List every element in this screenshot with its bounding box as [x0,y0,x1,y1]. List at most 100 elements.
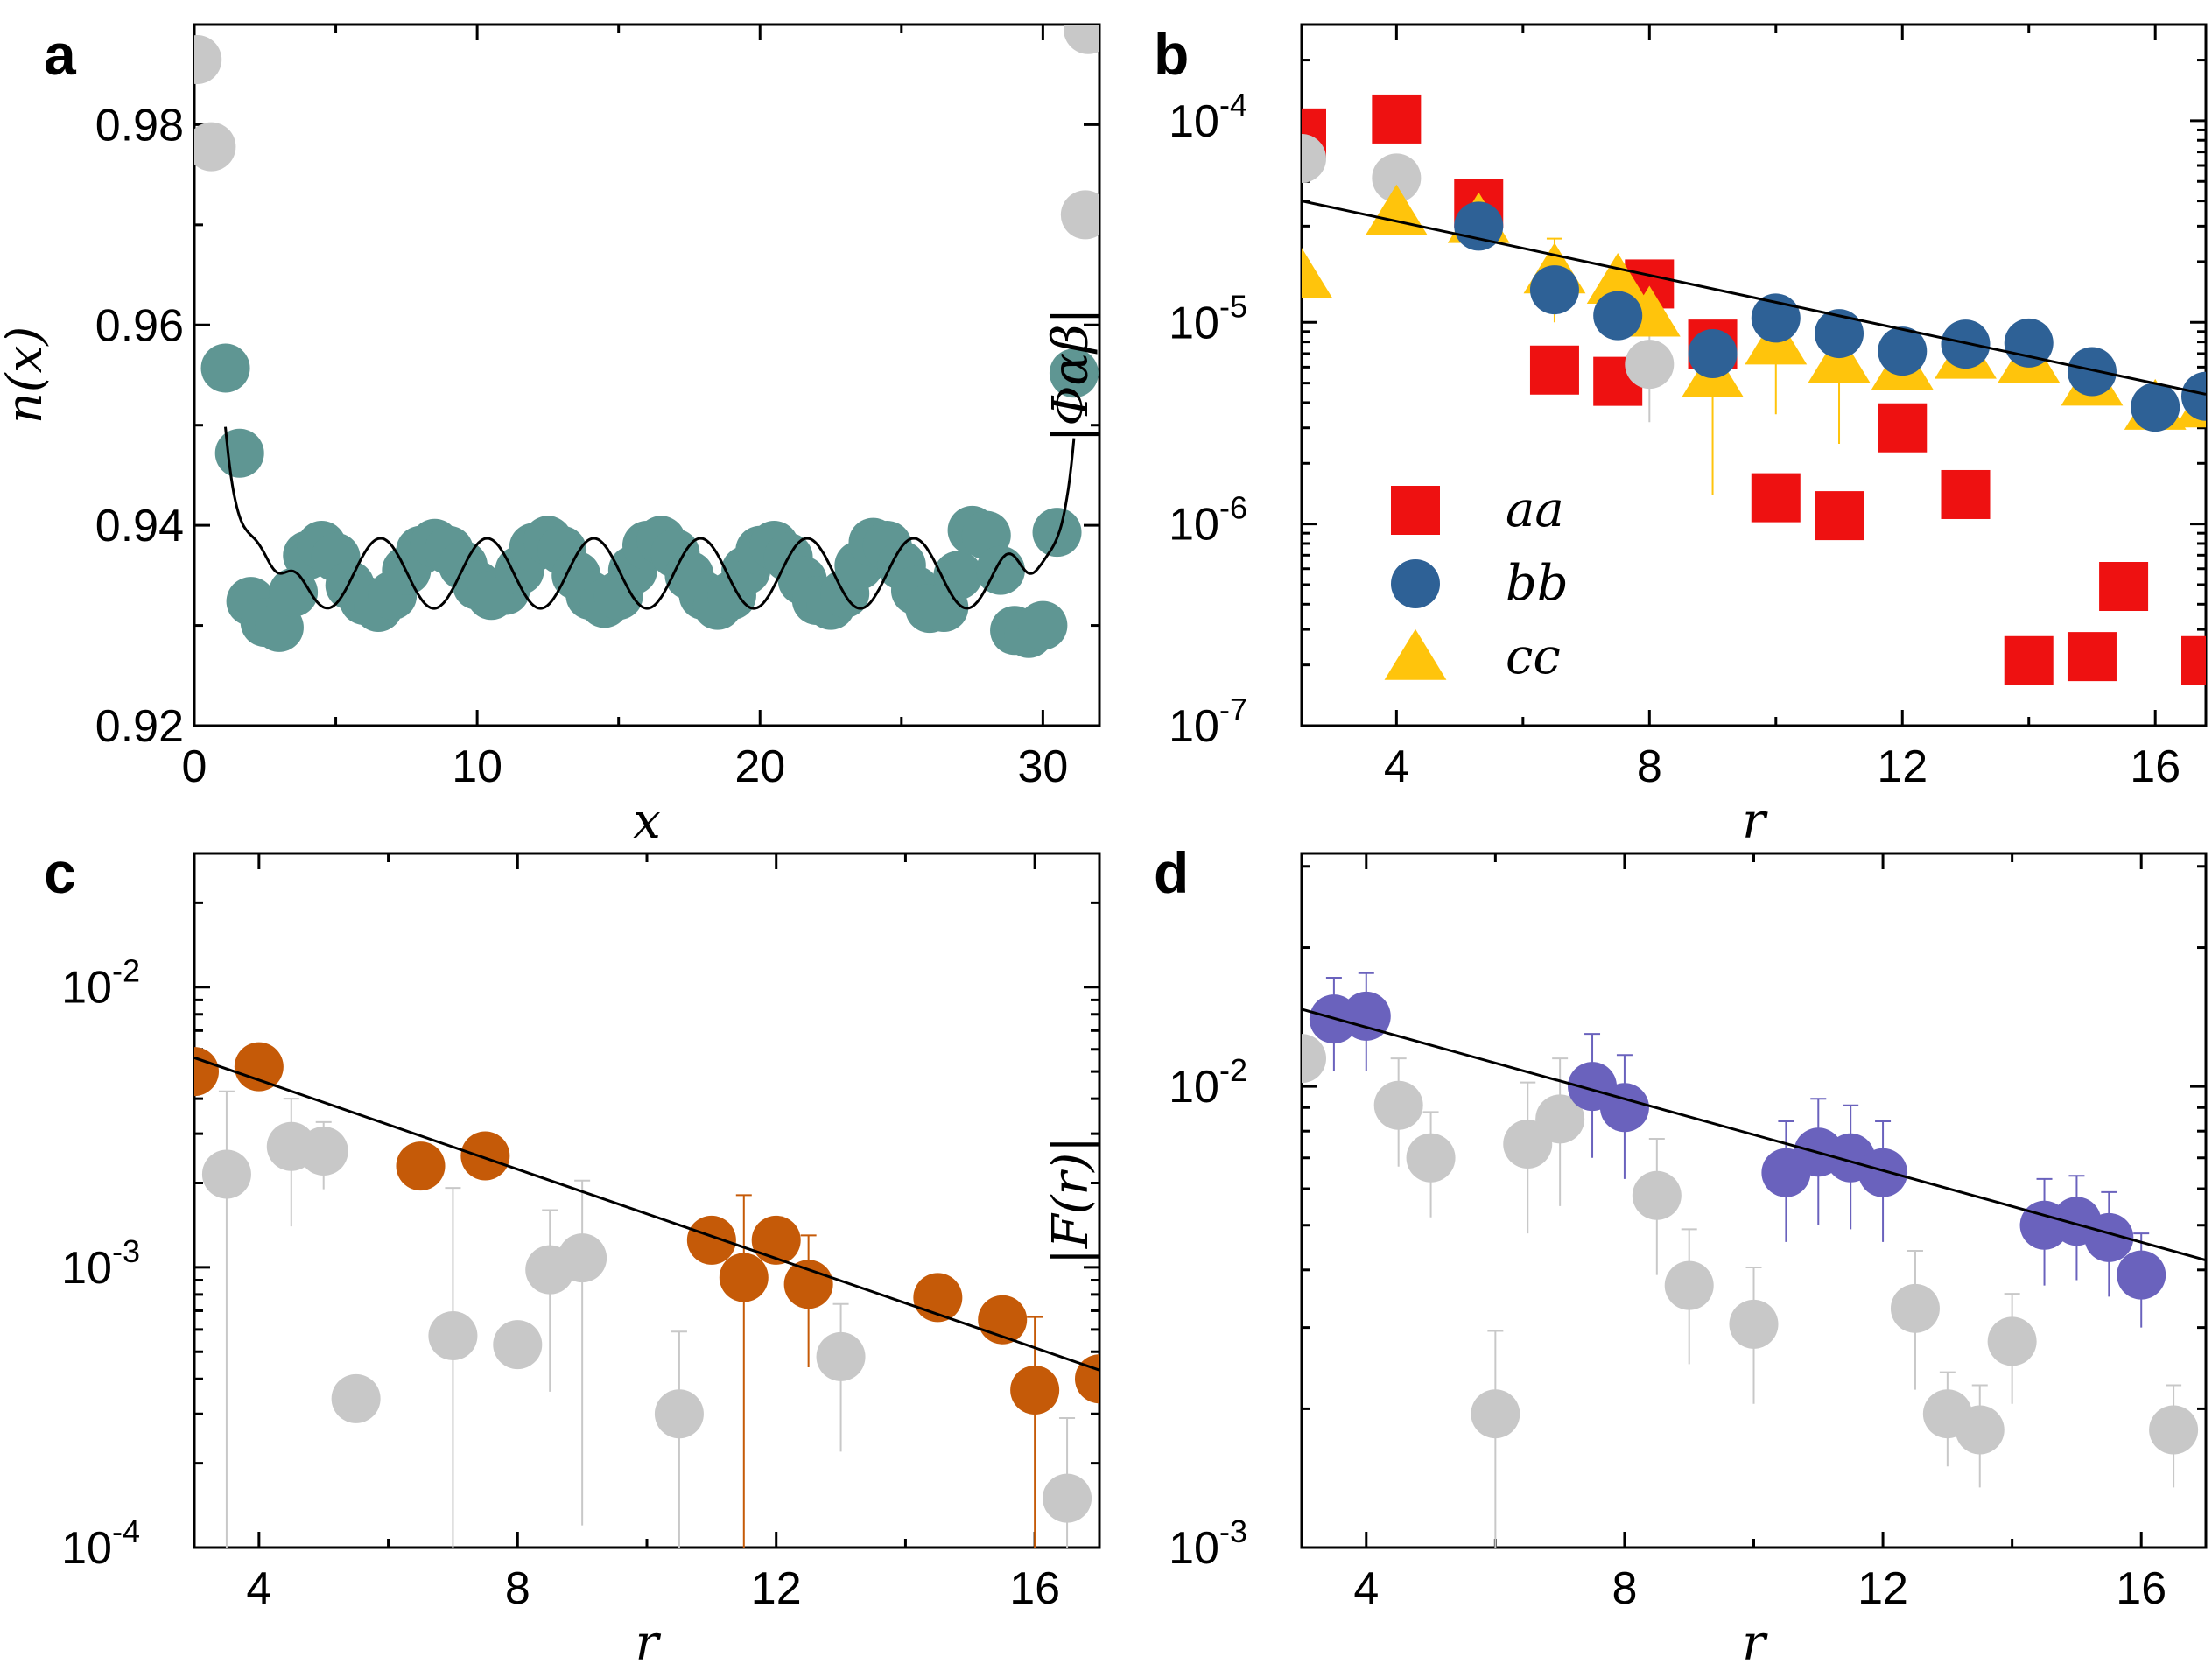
y-tick-label: 0.96 [95,300,184,351]
data-point-n(x) [933,551,983,600]
data-point-gray [558,1233,607,1283]
plot-area [1302,94,2206,685]
y-tick-label: 10-4 [1169,87,1247,147]
data-point-G(r) [1075,1354,1099,1404]
data-point-bb [2131,383,2180,432]
data-point-aa [1529,345,1579,395]
y-tick-base: 10 [61,1523,112,1574]
data-point-n(x) [975,545,1025,595]
x-tick-label: 20 [734,741,785,792]
panel-label-a: a [44,22,77,87]
panel-label-d: d [1154,840,1189,905]
plot-area [194,25,1099,658]
x-tick-label: 16 [2130,741,2180,792]
y-tick-exponent: -5 [1219,288,1247,324]
data-point-gray [1729,1299,1779,1349]
data-point-cc [1365,184,1428,235]
data-point-gray [1373,1080,1423,1130]
data-point-F(r) [2084,1212,2134,1262]
data-point-n(x) [200,343,250,393]
y-tick-label: 10-3 [1169,1513,1247,1574]
data-point-gray [298,1127,348,1176]
data-point-gray [654,1389,704,1439]
data-point-aa [1878,403,1928,453]
data-point-edge [194,122,236,172]
y-tick-base: 10 [1169,1062,1219,1113]
y-tick-base: 10 [1169,96,1219,147]
data-point-gray [1406,1133,1456,1183]
data-point-gray [201,1149,251,1199]
data-point-aa [1815,491,1864,541]
y-tick-exponent: -3 [1219,1513,1247,1549]
legend: aa bb cc [1384,481,1569,685]
y-tick-label: 10-4 [61,1513,140,1574]
legend-marker-bb [1391,559,1440,608]
y-axis-label: |Φαβ| [1043,308,1099,443]
data-point-aa [2099,562,2149,612]
data-point-n(x) [1018,600,1068,650]
x-tick-label: 12 [751,1563,802,1614]
y-axis-label: |F(r)| [1043,1136,1099,1265]
data-point-aa [1372,94,1422,144]
x-tick-label: 8 [505,1563,530,1614]
panel-label-b: b [1154,22,1189,87]
x-tick-label: 4 [246,1563,271,1614]
legend-marker-cc [1384,628,1447,680]
data-point-G(r) [396,1141,446,1191]
plot-frame [193,852,1101,1549]
y-tick-base: 10 [61,963,112,1014]
data-point-G(r) [1010,1365,1060,1415]
data-point-G(r) [460,1131,510,1181]
y-tick-label: 10-3 [61,1233,140,1294]
data-point-F(r) [2117,1250,2166,1300]
y-tick-exponent: -2 [112,953,140,989]
data-point-F(r) [1341,991,1391,1041]
y-tick-exponent: -4 [112,1513,140,1549]
data-point-gray [2149,1405,2199,1455]
x-tick-label: 30 [1017,741,1068,792]
y-tick-base: 10 [1169,500,1219,551]
y-tick-exponent: -3 [112,1233,140,1269]
data-point-n(x) [1032,508,1082,558]
data-point-aa [2067,632,2117,682]
y-axis-label: n(x) [0,326,53,424]
y-tick-label: 10-5 [1169,288,1247,348]
data-point-gray [1890,1283,1940,1333]
data-point-G(r) [194,1047,219,1097]
data-point-aa [2004,635,2054,685]
data-point-G(r) [783,1260,833,1309]
data-point-bb [1878,326,1928,376]
y-tick-label: 10-2 [61,953,140,1014]
data-point-gray [1302,1034,1326,1084]
data-point-bb [1815,309,1864,359]
plot-area [194,1042,1099,1548]
data-point-gray [1632,1170,1682,1220]
x-tick-label: 8 [1612,1563,1637,1614]
data-point-gray [1664,1260,1714,1310]
y-tick-exponent: -2 [1219,1052,1247,1088]
plot-frame [193,23,1101,727]
y-tick-label: 0.92 [95,701,184,752]
data-point-bb [2004,318,2054,368]
data-point-gray [1043,1473,1092,1523]
fit-line [194,1056,1099,1372]
legend-marker-aa [1391,486,1440,535]
y-tick-exponent: -4 [1219,87,1247,123]
data-point-gray [428,1311,478,1361]
y-tick-exponent: -7 [1219,692,1247,727]
legend-label-aa: aa [1506,481,1564,538]
data-point-aa [1941,469,1991,519]
legend-label-cc: cc [1506,628,1561,685]
data-point-n(x) [1049,348,1099,398]
y-tick-base: 10 [1169,1523,1219,1574]
fit-line [1302,1008,2206,1262]
data-point-gray [1471,1389,1520,1439]
data-point-F(r) [1599,1083,1649,1133]
y-tick-label: 10-2 [1169,1052,1247,1113]
y-tick-label: 0.94 [95,501,184,551]
fit-line [1302,200,2206,396]
plot-frame [1300,852,2208,1549]
data-point-edge [194,35,222,85]
